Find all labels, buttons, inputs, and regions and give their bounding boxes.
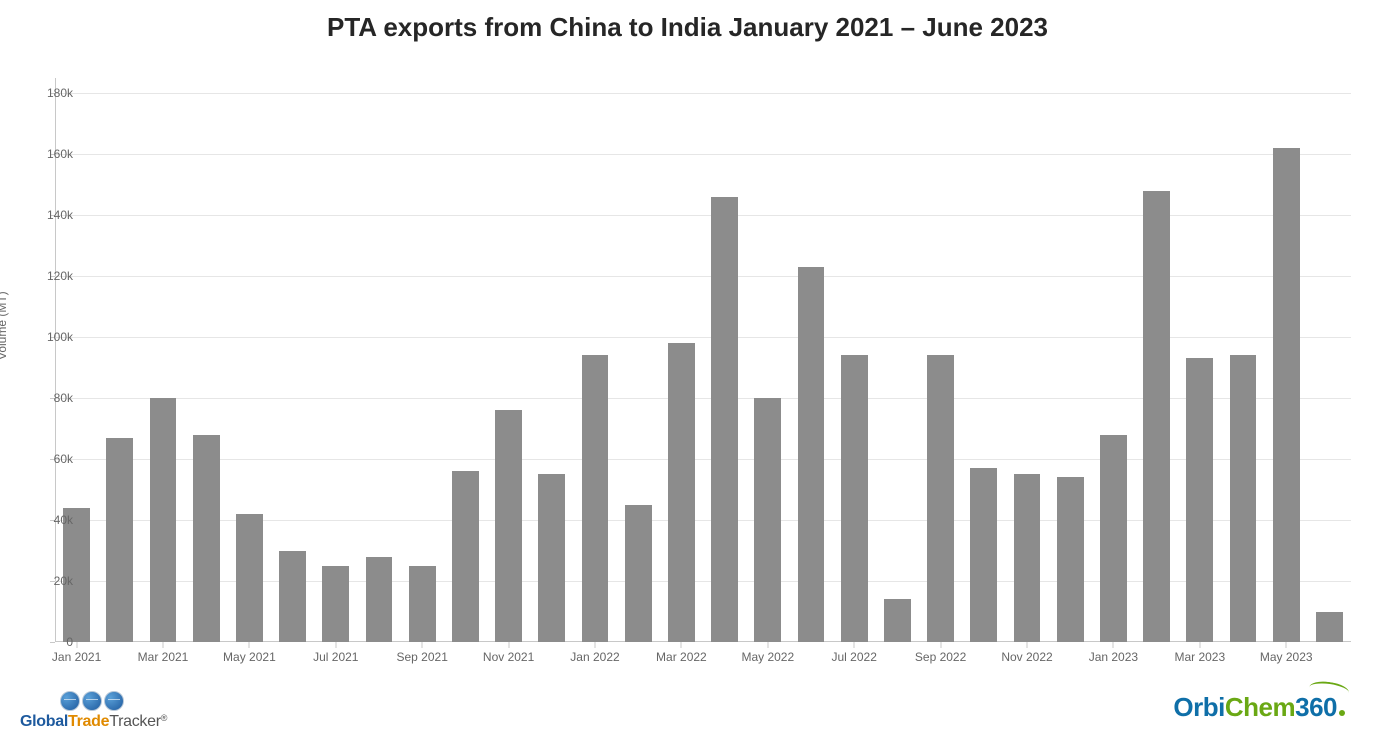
bar: [927, 355, 954, 642]
bar: [150, 398, 177, 642]
x-tick-mark: [1113, 642, 1114, 648]
x-tick-label: Nov 2021: [483, 650, 534, 664]
x-tick-mark: [681, 642, 682, 648]
global-trade-tracker-logo: GlobalTradeTracker®: [20, 691, 167, 731]
bar: [841, 355, 868, 642]
x-tick-label: Mar 2021: [138, 650, 189, 664]
y-axis-label: Volume (MT): [0, 291, 9, 360]
bar: [582, 355, 609, 642]
bar: [1186, 358, 1213, 642]
x-tick-mark: [422, 642, 423, 648]
bar: [1143, 191, 1170, 642]
bar: [1057, 477, 1084, 642]
bar: [1230, 355, 1257, 642]
bar: [495, 410, 522, 642]
bar: [625, 505, 652, 642]
bar: [1316, 612, 1343, 642]
gtt-wordmark: GlobalTradeTracker®: [20, 713, 167, 731]
bar: [322, 566, 349, 642]
y-tick-label: 60k: [54, 452, 73, 466]
x-tick-mark: [1286, 642, 1287, 648]
bar: [236, 514, 263, 642]
bar: [366, 557, 393, 642]
x-tick-label: Mar 2022: [656, 650, 707, 664]
y-tick-label: 100k: [47, 330, 73, 344]
x-tick-mark: [595, 642, 596, 648]
gtt-globe-icon: [60, 691, 124, 711]
bar: [1014, 474, 1041, 642]
orbichem-dot-icon: [1339, 710, 1345, 716]
footer: GlobalTradeTracker® OrbiChem360: [20, 681, 1355, 731]
y-tick-label: 20k: [54, 574, 73, 588]
bar: [452, 471, 479, 642]
bar: [538, 474, 565, 642]
y-tick-label: 180k: [47, 86, 73, 100]
orbichem360-logo: OrbiChem360: [1173, 692, 1345, 723]
bar: [884, 599, 911, 642]
bar: [409, 566, 436, 642]
x-tick-label: Jul 2022: [832, 650, 877, 664]
bar: [754, 398, 781, 642]
chart-container: PTA exports from China to India January …: [0, 0, 1375, 739]
y-tick-label: 120k: [47, 269, 73, 283]
bar: [279, 551, 306, 642]
x-tick-label: Sep 2021: [396, 650, 447, 664]
grid-line: [55, 93, 1351, 94]
y-axis-line: [55, 78, 56, 642]
x-tick-mark: [508, 642, 509, 648]
y-tick-label: 80k: [54, 391, 73, 405]
x-tick-label: Jul 2021: [313, 650, 358, 664]
y-tick-mark: [50, 642, 55, 643]
x-tick-mark: [1027, 642, 1028, 648]
bar: [106, 438, 133, 642]
x-tick-mark: [940, 642, 941, 648]
x-tick-mark: [854, 642, 855, 648]
y-tick-label: 40k: [54, 513, 73, 527]
x-tick-label: Jan 2023: [1089, 650, 1138, 664]
grid-line: [55, 154, 1351, 155]
plot-area: Jan 2021Mar 2021May 2021Jul 2021Sep 2021…: [55, 78, 1351, 642]
x-tick-mark: [249, 642, 250, 648]
y-tick-label: 0: [66, 635, 73, 649]
bar: [711, 197, 738, 642]
x-tick-label: May 2023: [1260, 650, 1313, 664]
x-tick-mark: [1199, 642, 1200, 648]
x-tick-label: Jan 2022: [570, 650, 619, 664]
bar: [1100, 435, 1127, 642]
x-tick-label: Mar 2023: [1174, 650, 1225, 664]
y-tick-label: 160k: [47, 147, 73, 161]
bar: [970, 468, 997, 642]
y-tick-label: 140k: [47, 208, 73, 222]
bar: [668, 343, 695, 642]
bar: [193, 435, 220, 642]
x-tick-mark: [335, 642, 336, 648]
x-tick-label: May 2022: [741, 650, 794, 664]
chart-title: PTA exports from China to India January …: [0, 12, 1375, 43]
bar: [798, 267, 825, 642]
bar: [1273, 148, 1300, 642]
x-tick-label: Sep 2022: [915, 650, 966, 664]
x-tick-label: Nov 2022: [1001, 650, 1052, 664]
x-tick-mark: [76, 642, 77, 648]
x-tick-mark: [767, 642, 768, 648]
x-tick-mark: [163, 642, 164, 648]
x-tick-label: Jan 2021: [52, 650, 101, 664]
x-tick-label: May 2021: [223, 650, 276, 664]
